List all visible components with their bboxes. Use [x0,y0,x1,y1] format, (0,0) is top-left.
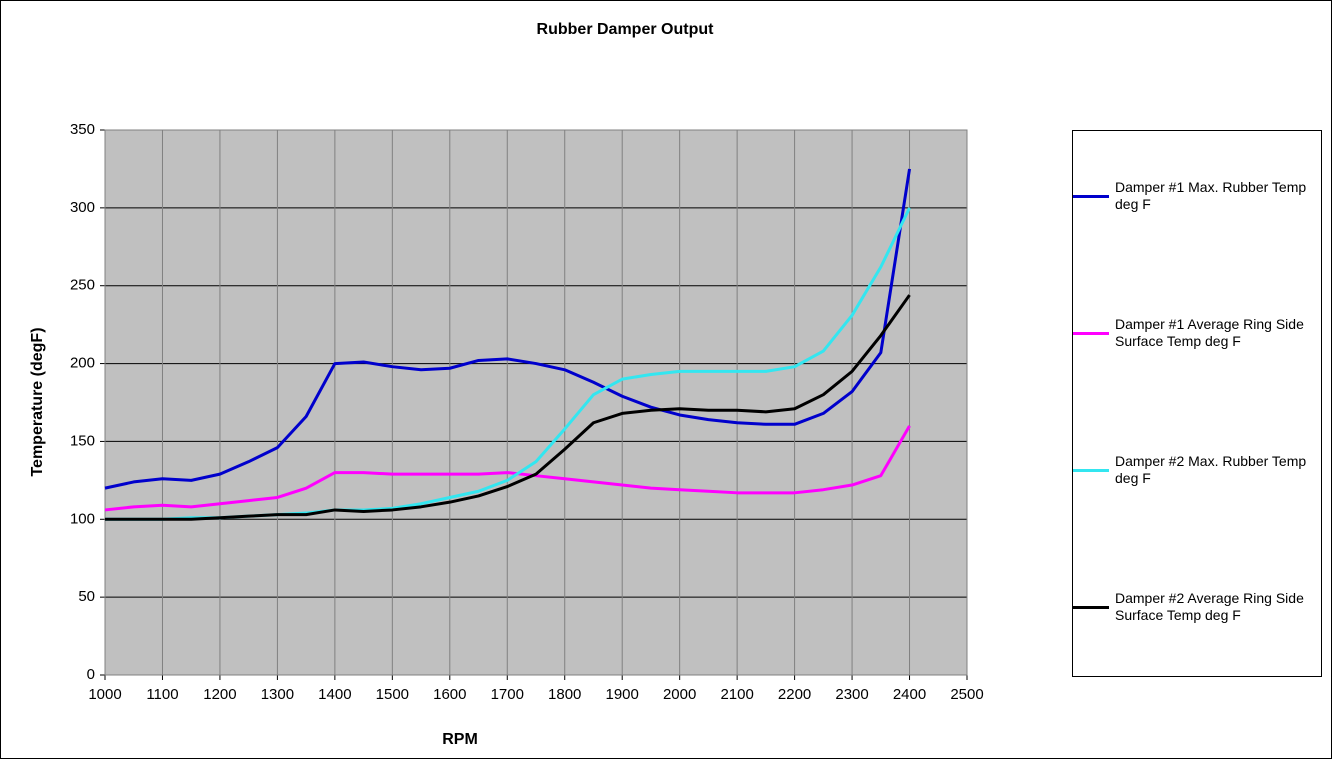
legend-entry: Damper #2 Max. Rubber Temp deg F [1073,453,1323,487]
legend-swatch [1073,331,1109,335]
y-tick-label: 50 [78,588,95,605]
x-tick-label: 1000 [88,686,121,703]
x-tick-label: 1400 [318,686,351,703]
chart-title: Rubber Damper Output [537,21,715,38]
x-tick-label: 2200 [778,686,811,703]
plot-area [105,130,967,675]
legend-entry: Damper #2 Average Ring Side Surface Temp… [1073,590,1323,624]
legend-label: Damper #1 Average Ring Side Surface Temp… [1115,316,1304,349]
x-tick-label: 2300 [835,686,868,703]
legend-label: Damper #1 Max. Rubber Temp deg F [1115,179,1307,212]
x-tick-label: 2400 [893,686,926,703]
y-tick-label: 350 [70,121,95,138]
plot-border [104,129,968,676]
legend-label: Damper #2 Max. Rubber Temp deg F [1115,453,1307,486]
legend-entry: Damper #1 Max. Rubber Temp deg F [1073,179,1323,213]
x-axis-label: RPM [442,731,478,748]
y-tick-label: 250 [70,277,95,294]
x-tick-label: 1200 [203,686,236,703]
y-tick-label: 200 [70,355,95,372]
series-line [104,168,912,490]
y-tick-label: 300 [70,199,95,216]
series-line [104,425,911,512]
series-line [105,294,911,521]
legend-entry: Damper #1 Average Ring Side Surface Temp… [1073,316,1323,350]
x-tick-label: 1600 [433,686,466,703]
legend-swatch [1073,605,1109,609]
legend-label: Damper #2 Average Ring Side Surface Temp… [1115,590,1304,623]
y-tick-label: 100 [70,510,95,527]
x-tick-label: 1700 [491,686,524,703]
x-tick-label: 1100 [146,686,178,703]
x-tick-label: 2100 [720,686,753,703]
x-tick-label: 1300 [261,686,294,703]
y-axis-label: Temperature (degF) [29,327,46,476]
x-tick-label: 1900 [606,686,639,703]
y-tick-label: 150 [70,432,95,449]
y-tick-label: 0 [87,666,95,683]
x-tick-label: 2000 [663,686,696,703]
legend-swatch [1073,468,1109,472]
x-tick-label: 2500 [950,686,983,703]
legend: Damper #1 Max. Rubber Temp deg F Damper #… [1072,130,1322,677]
x-tick-label: 1500 [376,686,409,703]
x-tick-label: 1800 [548,686,581,703]
legend-swatch [1073,194,1109,198]
